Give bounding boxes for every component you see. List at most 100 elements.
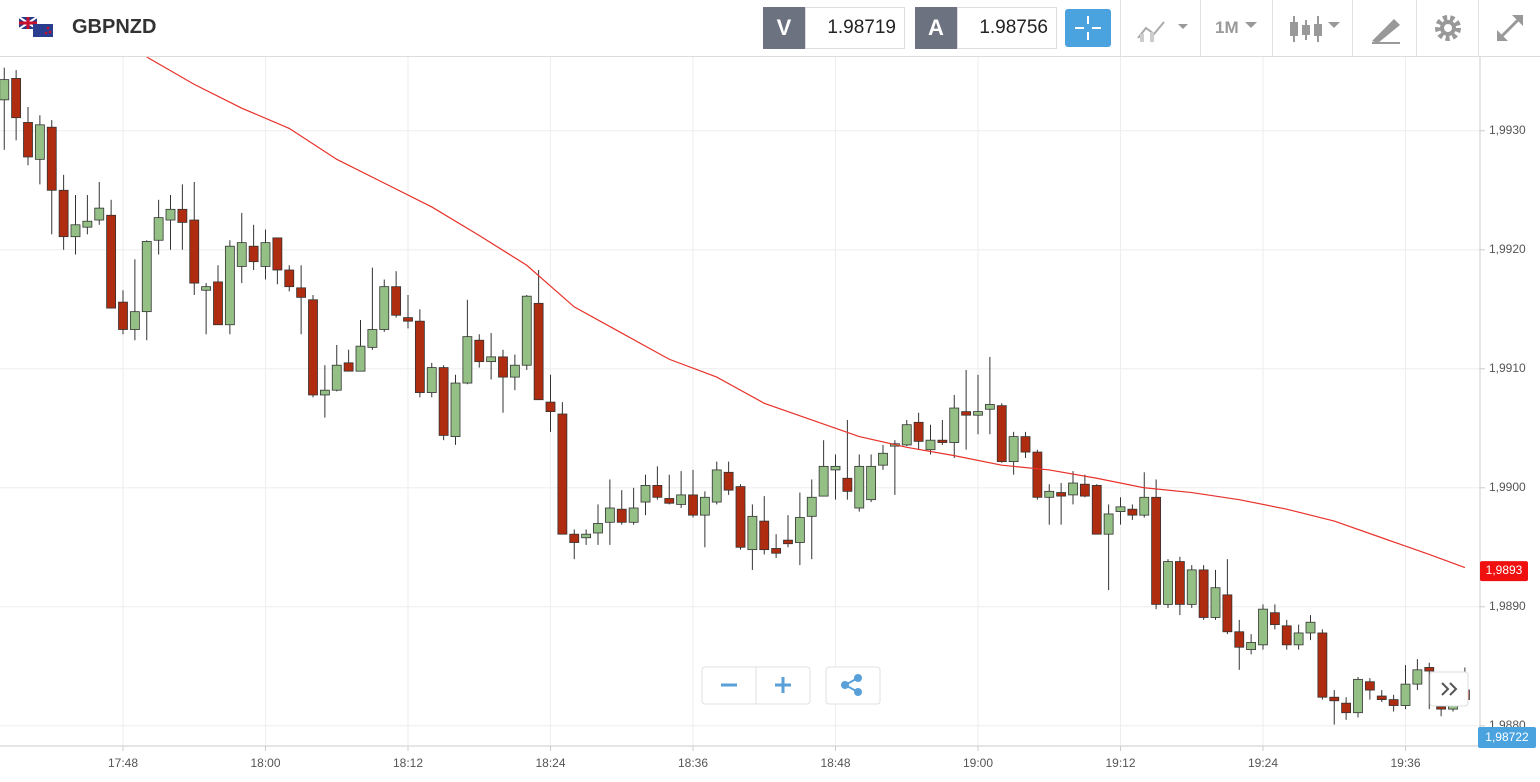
candle-body <box>272 237 283 271</box>
candle-body <box>462 336 473 384</box>
share-dot <box>841 681 849 689</box>
ma-price-label: 1,9893 <box>1486 563 1523 577</box>
bid-label: V <box>763 7 805 49</box>
plot-area <box>0 57 1480 746</box>
candle-body <box>343 362 354 372</box>
plot <box>0 57 1470 725</box>
candle-body <box>1210 587 1221 618</box>
settings-button[interactable] <box>1432 12 1464 44</box>
x-tick-label: 18:00 <box>250 756 280 770</box>
y-tick-label: 1,9890 <box>1489 599 1526 613</box>
fullscreen-button[interactable] <box>1494 12 1526 44</box>
zoom-in-button[interactable] <box>775 677 791 693</box>
candle-body <box>1139 496 1150 516</box>
candle-body <box>201 286 212 291</box>
candle-body <box>1341 702 1352 714</box>
share-dot <box>854 688 862 696</box>
candle-body <box>34 124 45 160</box>
candle-body <box>604 507 615 523</box>
share-button[interactable] <box>825 666 881 705</box>
x-tick-label: 19:12 <box>1105 756 1135 770</box>
candle-body <box>996 405 1007 462</box>
candle-body <box>1032 451 1043 498</box>
candle-body <box>1258 608 1268 646</box>
separator <box>1120 0 1121 56</box>
separator <box>1200 0 1201 56</box>
x-tick-label: 18:12 <box>393 756 423 770</box>
candle-body <box>118 301 128 330</box>
drawing-tools-button[interactable] <box>1370 13 1402 45</box>
candle-body <box>842 477 853 492</box>
candle-body <box>1281 625 1292 646</box>
crosshair-button[interactable] <box>1065 9 1111 47</box>
candle-body <box>1115 506 1126 512</box>
candle-body <box>735 486 746 548</box>
bid-price: 1.98719 <box>805 7 905 49</box>
candle-body <box>284 269 295 288</box>
moving-average-line <box>146 57 1466 569</box>
last-price-tag <box>1478 727 1536 748</box>
candle-body <box>1186 569 1197 605</box>
timeframe-button[interactable]: 1M <box>1215 18 1239 37</box>
candle-body <box>664 498 675 504</box>
ask-label: A <box>915 7 957 49</box>
candle-body <box>319 389 330 396</box>
candle-body <box>545 401 556 413</box>
candle-body <box>70 224 81 238</box>
candle-body <box>1008 436 1019 462</box>
candle-body <box>129 311 140 330</box>
chevron <box>1449 682 1458 696</box>
candle-body <box>213 281 223 326</box>
candle-body <box>1127 508 1138 516</box>
chevron <box>1441 682 1450 696</box>
x-tick-label: 17:48 <box>108 756 138 770</box>
candle-body <box>771 548 782 554</box>
candle-body <box>82 220 93 228</box>
candle-body <box>581 533 592 539</box>
candle-body <box>723 471 734 491</box>
candle-style-button[interactable] <box>1286 12 1346 46</box>
candle-body <box>1436 706 1447 710</box>
candle-body <box>450 382 461 438</box>
candle-body <box>676 494 687 505</box>
candle-body <box>711 469 722 503</box>
candle-body <box>652 484 663 498</box>
candle-body <box>1246 642 1257 651</box>
candle-body <box>58 189 69 238</box>
candle-body <box>1364 681 1375 691</box>
share-dot <box>854 674 862 682</box>
candle-body <box>248 245 259 263</box>
axes: 1,98801,98901,99001,99101,99201,993017:4… <box>108 123 1536 770</box>
separator <box>1478 0 1479 56</box>
y-tick-label: 1,9920 <box>1489 242 1526 256</box>
candle-body <box>854 465 865 509</box>
candle-body <box>1044 490 1055 498</box>
separator <box>1416 0 1417 56</box>
candle-body <box>1079 483 1090 497</box>
candle-body <box>46 126 57 191</box>
candle-body <box>153 217 164 241</box>
candle-body <box>236 242 247 267</box>
candle-body <box>509 364 520 378</box>
candle-body <box>23 122 33 158</box>
candle-body <box>806 496 817 517</box>
candle-body <box>533 302 544 401</box>
candle-body <box>1056 492 1067 497</box>
candle-body <box>0 79 10 101</box>
timeframe-arrow <box>1245 22 1257 28</box>
chart-type-button[interactable] <box>1136 14 1192 44</box>
candle-body <box>759 520 770 551</box>
candle-body <box>794 517 805 543</box>
candle-body <box>593 523 603 534</box>
candle-body <box>628 507 639 523</box>
candle-body <box>949 407 960 443</box>
candle-body <box>925 439 936 451</box>
flag-icon <box>19 17 53 37</box>
candle-body <box>141 241 152 313</box>
separator <box>1272 0 1273 56</box>
candle-body <box>426 367 437 393</box>
scroll-right-button[interactable] <box>1429 671 1469 707</box>
candle-body <box>747 515 758 551</box>
candle-body <box>94 207 105 221</box>
